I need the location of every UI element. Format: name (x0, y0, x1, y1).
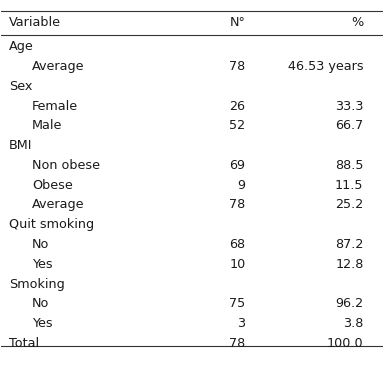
Text: Quit smoking: Quit smoking (9, 218, 94, 231)
Text: 11.5: 11.5 (335, 179, 364, 192)
Text: 78: 78 (229, 60, 245, 73)
Text: 33.3: 33.3 (335, 100, 364, 113)
Text: 100.0: 100.0 (327, 337, 364, 350)
Text: No: No (32, 238, 49, 251)
Text: 75: 75 (229, 297, 245, 310)
Text: Total: Total (9, 337, 39, 350)
Text: Yes: Yes (32, 258, 53, 271)
Text: Variable: Variable (9, 16, 61, 29)
Text: 88.5: 88.5 (335, 159, 364, 172)
Text: Obese: Obese (32, 179, 73, 192)
Text: %: % (351, 16, 364, 29)
Text: 87.2: 87.2 (335, 238, 364, 251)
Text: Average: Average (32, 199, 84, 211)
Text: 25.2: 25.2 (335, 199, 364, 211)
Text: 3: 3 (237, 317, 245, 330)
Text: 66.7: 66.7 (335, 119, 364, 132)
Text: 69: 69 (229, 159, 245, 172)
Text: N°: N° (230, 16, 245, 29)
Text: 9: 9 (237, 179, 245, 192)
Text: 46.53 years: 46.53 years (288, 60, 364, 73)
Text: 78: 78 (229, 337, 245, 350)
Text: 78: 78 (229, 199, 245, 211)
Text: No: No (32, 297, 49, 310)
Text: Yes: Yes (32, 317, 53, 330)
Text: 96.2: 96.2 (336, 297, 364, 310)
Text: Smoking: Smoking (9, 277, 65, 290)
Text: Female: Female (32, 100, 78, 113)
Text: 68: 68 (229, 238, 245, 251)
Text: Sex: Sex (9, 80, 32, 93)
Text: Age: Age (9, 40, 34, 53)
Text: BMI: BMI (9, 139, 33, 152)
Text: 52: 52 (229, 119, 245, 132)
Text: 12.8: 12.8 (335, 258, 364, 271)
Text: Average: Average (32, 60, 84, 73)
Text: 3.8: 3.8 (343, 317, 364, 330)
Text: 26: 26 (229, 100, 245, 113)
Text: Non obese: Non obese (32, 159, 100, 172)
Text: Male: Male (32, 119, 62, 132)
Text: 10: 10 (229, 258, 245, 271)
